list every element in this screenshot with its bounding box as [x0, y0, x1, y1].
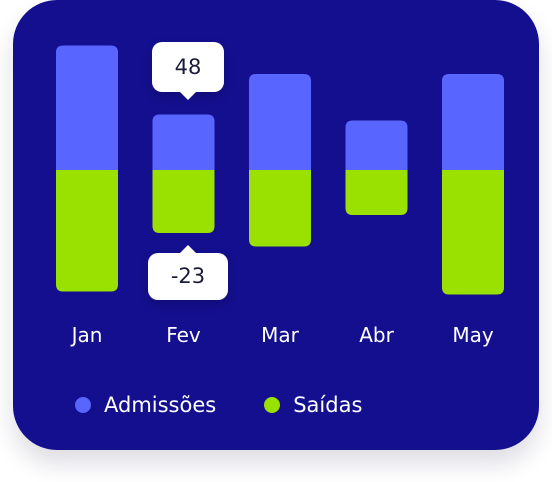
x-tick-label-fev: Fev [166, 323, 201, 347]
bar-admissoes-jan[interactable] [56, 45, 118, 171]
bar-saidas-jan[interactable] [56, 170, 118, 292]
legend-label-saidas: Saídas [293, 393, 363, 417]
tooltip-saidas-fev: -23 [148, 245, 228, 300]
chart-legend: Admissões Saídas [75, 393, 410, 417]
bar-admissoes-fev[interactable] [152, 114, 215, 171]
legend-label-admissoes: Admissões [104, 393, 217, 417]
tooltip-admissoes-value: 48 [174, 54, 202, 79]
legend-item-saidas[interactable]: Saídas [264, 393, 362, 417]
legend-dot-admissoes [75, 397, 91, 413]
x-tick-label-may: May [452, 323, 494, 347]
chart-card: Jan Fev Mar Abr May 48 -23 Admissões Saídas [13, 0, 539, 450]
bar-saidas-mar[interactable] [249, 170, 311, 247]
x-tick-label-abr: Abr [359, 323, 394, 347]
bar-admissoes-abr[interactable] [345, 120, 408, 171]
bar-admissoes-may[interactable] [442, 74, 504, 170]
bar-saidas-fev[interactable] [152, 170, 215, 233]
legend-item-admissoes[interactable]: Admissões [75, 393, 216, 417]
bar-admissoes-mar[interactable] [249, 74, 311, 170]
tooltip-saidas-value: -23 [170, 264, 206, 288]
bar-saidas-may[interactable] [442, 170, 504, 295]
x-tick-label-mar: Mar [261, 323, 300, 347]
legend-dot-saidas [264, 397, 281, 413]
stacked-bar-chart: Jan Fev Mar Abr May [56, 45, 504, 347]
x-tick-label-jan: Jan [70, 323, 103, 347]
bar-saidas-abr[interactable] [345, 170, 408, 215]
tooltip-admissoes-fev: 48 [152, 42, 224, 100]
